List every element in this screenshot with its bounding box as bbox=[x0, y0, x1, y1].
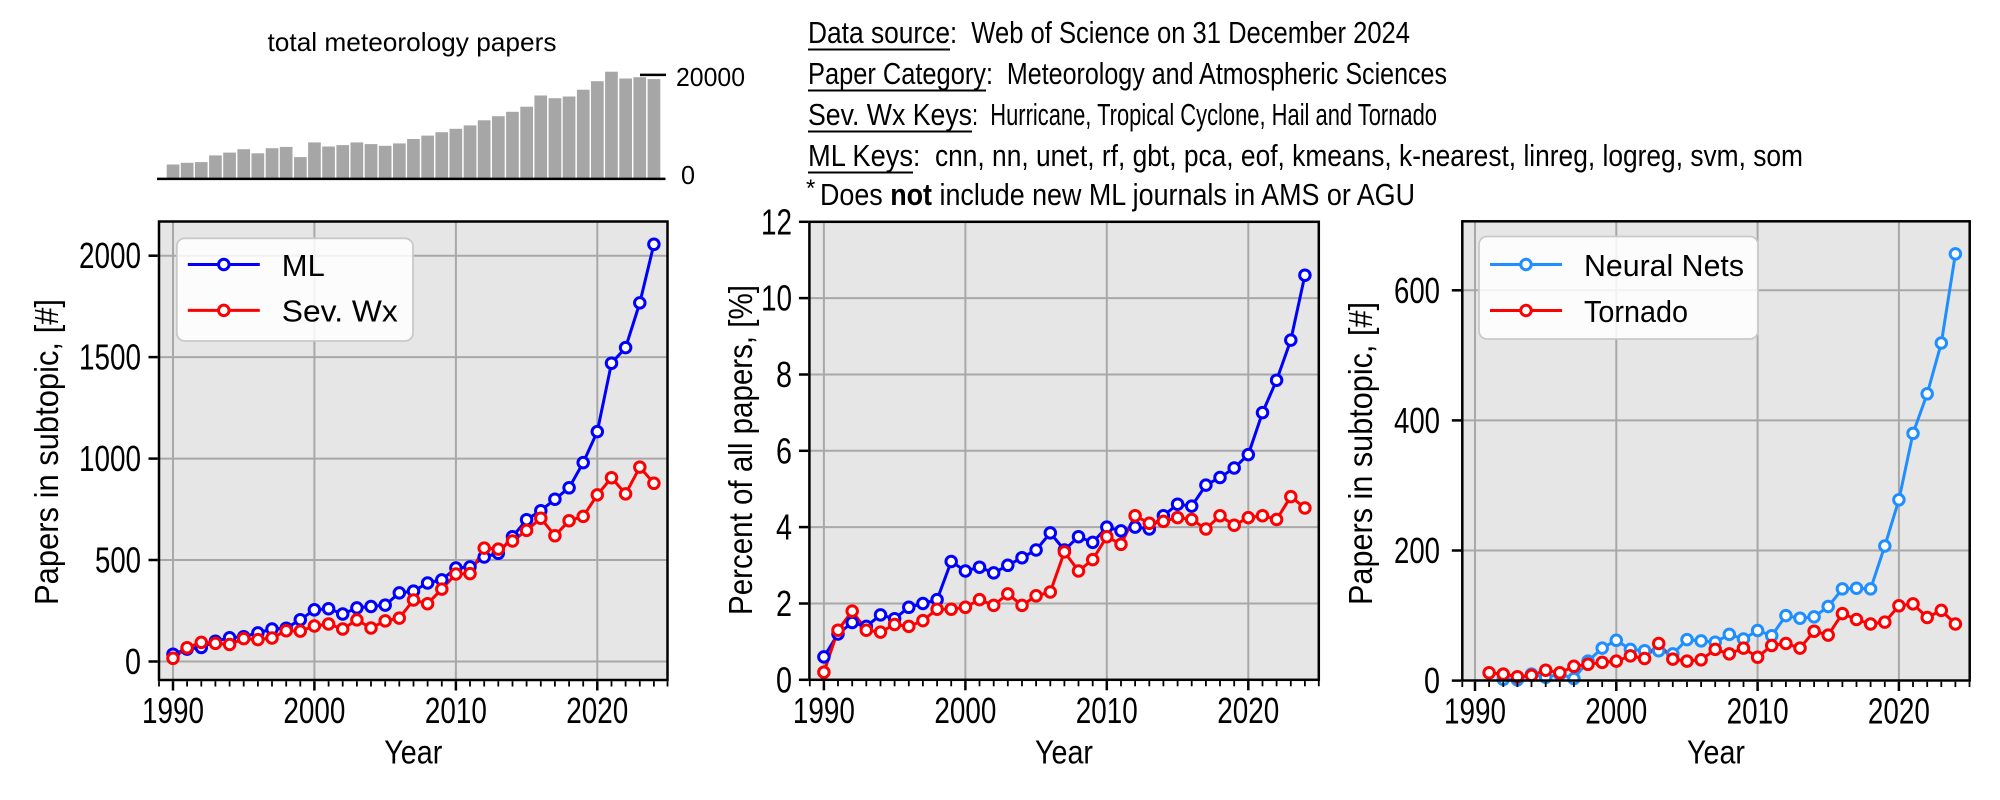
svg-text:400: 400 bbox=[1394, 400, 1440, 441]
svg-text:1990: 1990 bbox=[793, 690, 855, 731]
svg-text:Year: Year bbox=[1687, 734, 1745, 771]
svg-text:: Meteorology and Atmospheric: : Meteorology and Atmospheric Sciences bbox=[986, 56, 1447, 91]
svg-text:2010: 2010 bbox=[1727, 691, 1789, 732]
svg-text:4: 4 bbox=[776, 507, 792, 548]
svg-text:20000: 20000 bbox=[676, 62, 745, 92]
svg-text:2020: 2020 bbox=[1217, 690, 1279, 731]
svg-text:2010: 2010 bbox=[425, 690, 487, 731]
svg-text:0: 0 bbox=[681, 160, 695, 190]
svg-text:0: 0 bbox=[125, 641, 141, 682]
svg-text:500: 500 bbox=[95, 540, 141, 581]
svg-text:2020: 2020 bbox=[566, 690, 628, 731]
svg-text:1990: 1990 bbox=[1444, 691, 1506, 732]
svg-text:200: 200 bbox=[1394, 530, 1440, 571]
svg-text:Sev. Wx Keys: Sev. Wx Keys bbox=[808, 97, 972, 132]
svg-text:8: 8 bbox=[776, 354, 792, 395]
svg-text:Tornado: Tornado bbox=[1584, 294, 1688, 329]
svg-text:: cnn, nn, unet, rf, gbt, pca: : cnn, nn, unet, rf, gbt, pca, eof, kmea… bbox=[913, 138, 1803, 173]
svg-text:Year: Year bbox=[1035, 734, 1093, 771]
svg-text:2000: 2000 bbox=[283, 690, 345, 731]
svg-text:Percent of all papers, [%]: Percent of all papers, [%] bbox=[722, 285, 759, 615]
svg-text:total meteorology papers: total meteorology papers bbox=[268, 27, 557, 57]
svg-text:2020: 2020 bbox=[1868, 691, 1930, 732]
svg-text:2: 2 bbox=[776, 583, 792, 624]
svg-text:Sev. Wx: Sev. Wx bbox=[282, 294, 399, 329]
svg-text:0: 0 bbox=[1424, 660, 1440, 701]
svg-text:12: 12 bbox=[761, 201, 792, 242]
svg-text:Does not include new ML journa: Does not include new ML journals in AMS … bbox=[820, 177, 1415, 212]
svg-text:1990: 1990 bbox=[142, 690, 204, 731]
svg-text:10: 10 bbox=[761, 278, 792, 319]
svg-text:6: 6 bbox=[776, 430, 792, 471]
svg-text:: Web of Science on 31 Decemb: : Web of Science on 31 December 2024 bbox=[950, 15, 1410, 50]
svg-text:Neural Nets: Neural Nets bbox=[1584, 248, 1744, 283]
svg-text:1000: 1000 bbox=[79, 438, 141, 479]
svg-text:*: * bbox=[806, 175, 815, 202]
svg-text:Year: Year bbox=[384, 734, 442, 771]
svg-text:ML: ML bbox=[282, 248, 325, 283]
svg-text:1500: 1500 bbox=[79, 337, 141, 378]
svg-text:ML Keys: ML Keys bbox=[808, 138, 913, 173]
svg-text:Paper Category: Paper Category bbox=[808, 56, 986, 91]
svg-text:Papers in subtopic, [#]: Papers in subtopic, [#] bbox=[1342, 302, 1379, 605]
svg-text:2000: 2000 bbox=[79, 235, 141, 276]
svg-text:2010: 2010 bbox=[1076, 690, 1138, 731]
svg-text:Papers in subtopic, [#]: Papers in subtopic, [#] bbox=[28, 299, 65, 605]
svg-text:Data source: Data source bbox=[808, 15, 950, 50]
svg-text:2000: 2000 bbox=[934, 690, 996, 731]
svg-text:: Hurricane, Tropical Cyclone: : Hurricane, Tropical Cyclone, Hail and … bbox=[972, 97, 1437, 132]
svg-text:600: 600 bbox=[1394, 270, 1440, 311]
svg-text:0: 0 bbox=[776, 659, 792, 700]
svg-text:2000: 2000 bbox=[1585, 691, 1647, 732]
